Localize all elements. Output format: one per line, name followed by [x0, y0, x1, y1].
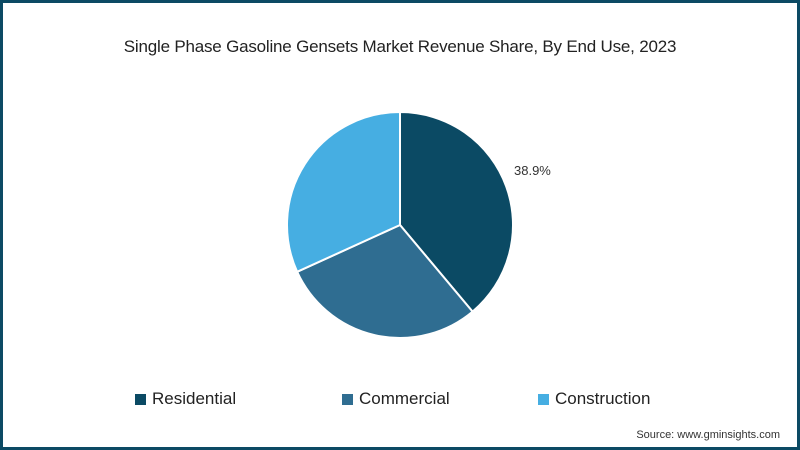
legend-swatch-residential	[135, 393, 146, 405]
legend-item-commercial: Commercial	[342, 389, 450, 409]
legend-label-commercial: Commercial	[359, 389, 450, 408]
legend-item-construction: Construction	[538, 389, 650, 409]
source-credit: Source: www.gminsights.com	[636, 429, 780, 441]
residential-percentage-label: 38.9%	[514, 163, 551, 178]
legend-label-residential: Residential	[152, 389, 237, 408]
chart-frame: Single Phase Gasoline Gensets Market Rev…	[3, 3, 797, 447]
legend-swatch-construction	[538, 393, 549, 405]
pie-slice-residential	[399, 110, 514, 314]
legend-item-residential: Residential	[135, 389, 236, 409]
chart-legend: Residential Commercial Construction	[3, 389, 797, 413]
pie-slice-construction	[286, 110, 401, 274]
legend-swatch-commercial	[342, 393, 353, 405]
legend-label-construction: Construction	[555, 389, 651, 408]
pie-chart	[286, 110, 514, 339]
chart-title: Single Phase Gasoline Gensets Market Rev…	[123, 37, 677, 56]
pie-slice-commercial	[295, 223, 474, 339]
